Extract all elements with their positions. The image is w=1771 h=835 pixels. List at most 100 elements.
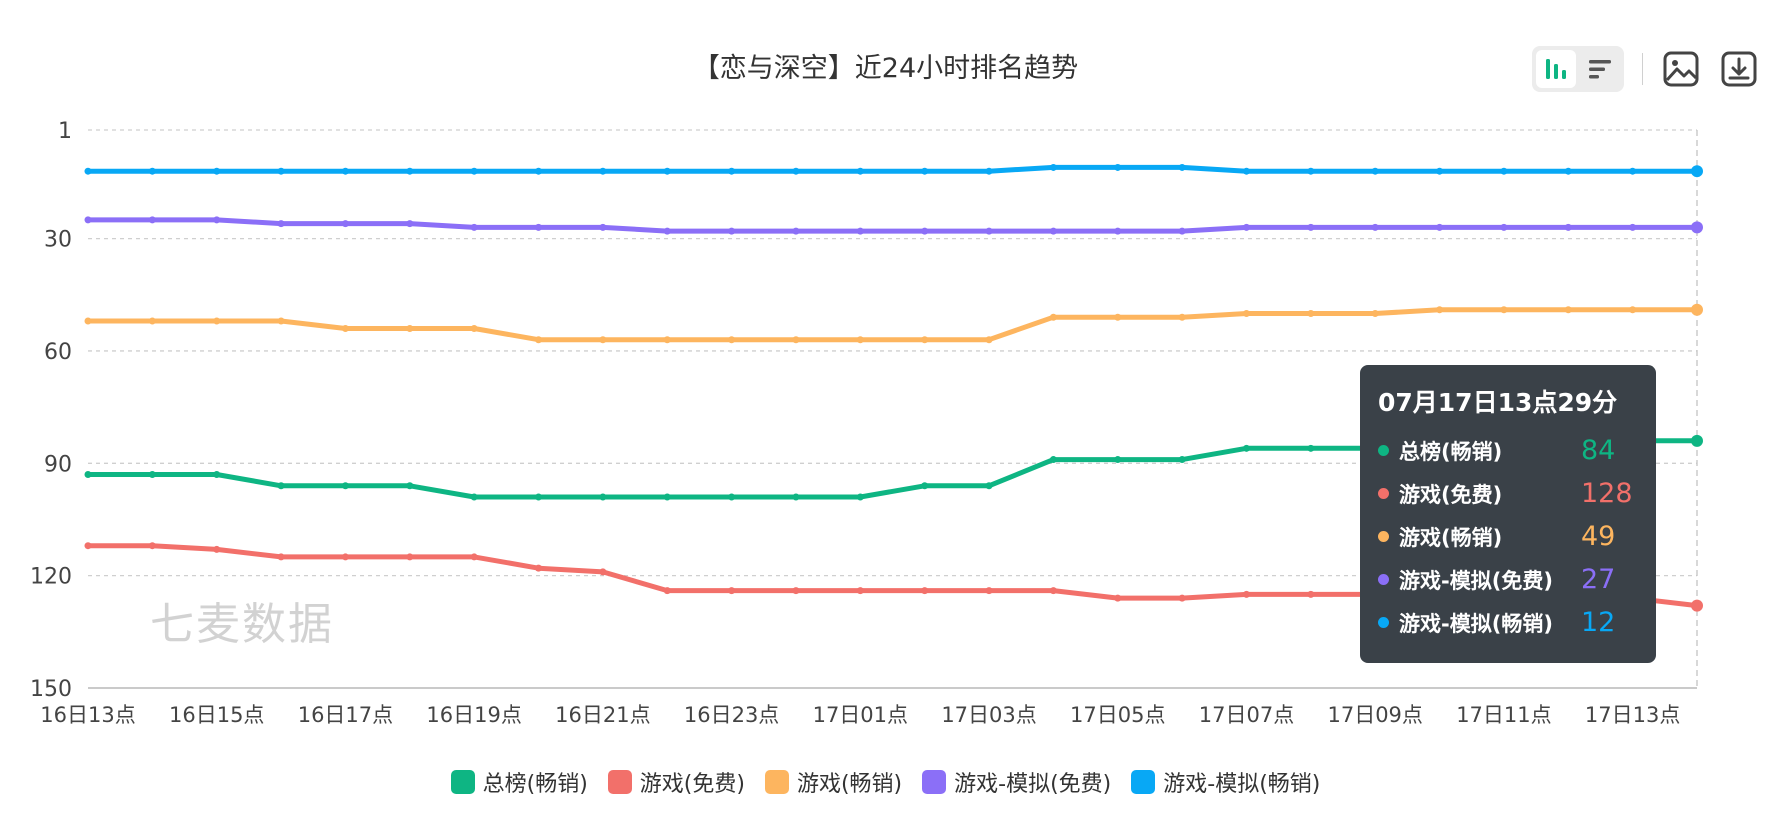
data-point: [1242, 223, 1250, 231]
tooltip-title: 07月17日13点29分: [1378, 388, 1618, 417]
data-point: [792, 167, 800, 175]
data-point: [599, 568, 607, 576]
legend-item[interactable]: 游戏(畅销): [764, 766, 903, 798]
data-point: [1307, 223, 1315, 231]
line-chart-button[interactable]: [1536, 50, 1576, 88]
data-point: [535, 493, 543, 501]
data-point: [1178, 456, 1186, 464]
data-point: [599, 167, 607, 175]
data-point: [1371, 167, 1379, 175]
data-point: [406, 167, 414, 175]
chart-type-toggle: [1532, 46, 1624, 92]
data-point: [341, 220, 349, 228]
data-point: [535, 336, 543, 344]
x-tick-label: 17日09点: [1327, 703, 1422, 727]
data-point: [535, 167, 543, 175]
data-point: [84, 542, 92, 550]
data-point: [148, 317, 156, 325]
chart-toolbar: [1532, 46, 1759, 92]
legend-item[interactable]: 总榜(畅销): [450, 766, 588, 798]
data-point: [985, 167, 993, 175]
data-point: [213, 216, 221, 224]
tooltip-series-value: 12: [1581, 607, 1616, 638]
data-point: [1114, 594, 1122, 602]
chart-tooltip: 07月17日13点29分 总榜(畅销) 84 游戏(免费) 128 游戏(畅销) 49 游戏…: [1360, 365, 1656, 663]
data-point: [470, 223, 478, 231]
data-point: [213, 167, 221, 175]
tooltip-series-name: 总榜(畅销): [1399, 439, 1503, 464]
legend-swatch: [607, 770, 632, 794]
data-point: [728, 493, 736, 501]
data-point: [148, 167, 156, 175]
legend-swatch: [922, 770, 947, 794]
data-point: [406, 324, 414, 332]
legend-item[interactable]: 游戏(免费): [607, 766, 745, 798]
legend-swatch: [1131, 770, 1156, 794]
legend-item[interactable]: 游戏-模拟(畅销): [1131, 766, 1320, 798]
data-point: [213, 545, 221, 553]
tooltip-series-value: 27: [1581, 564, 1616, 595]
data-point: [470, 553, 478, 561]
tooltip-row: 游戏-模拟(免费) 27: [1378, 558, 1638, 601]
tooltip-dot: [1378, 531, 1389, 542]
x-tick-label: 17日05点: [1070, 703, 1165, 727]
series-line: [85, 164, 1700, 174]
data-point: [148, 216, 156, 224]
data-point: [277, 553, 285, 561]
data-point: [470, 167, 478, 175]
data-point: [213, 317, 221, 325]
data-point: [856, 493, 864, 501]
data-point: [728, 227, 736, 235]
data-point: [856, 336, 864, 344]
data-point: [1500, 223, 1508, 231]
data-point: [663, 493, 671, 501]
data-point: [1371, 223, 1379, 231]
data-point: [985, 227, 993, 235]
y-tick-label: 30: [44, 228, 72, 253]
data-point: [1049, 587, 1057, 595]
data-point: [406, 482, 414, 490]
data-point: [1114, 227, 1122, 235]
y-tick-label: 150: [30, 677, 72, 702]
data-point: [1500, 306, 1508, 314]
data-point: [84, 317, 92, 325]
data-point: [1436, 167, 1444, 175]
data-point: [921, 227, 929, 235]
data-point: [406, 553, 414, 561]
data-point: [792, 587, 800, 595]
legend-label: 游戏(畅销): [796, 772, 903, 797]
tooltip-row: 游戏-模拟(畅销) 12: [1378, 601, 1638, 644]
data-point: [985, 587, 993, 595]
legend-swatch: [450, 770, 475, 794]
legend-label: 游戏-模拟(免费): [954, 772, 1112, 797]
data-point: [535, 564, 543, 572]
legend-item[interactable]: 游戏-模拟(免费): [922, 766, 1111, 798]
chart-title: 【恋与深空】近24小时排名趋势: [692, 53, 1079, 84]
data-point: [1371, 310, 1379, 318]
x-tick-label: 17日07点: [1199, 703, 1294, 727]
bar-list-button[interactable]: [1580, 50, 1620, 88]
data-point: [1691, 221, 1703, 234]
legend-label: 游戏-模拟(畅销): [1163, 772, 1321, 797]
x-tick-label: 16日13点: [40, 703, 135, 727]
data-point: [1629, 167, 1637, 175]
save-image-button[interactable]: [1661, 49, 1701, 89]
data-point: [213, 471, 221, 479]
data-point: [1114, 313, 1122, 321]
y-tick-label: 60: [44, 340, 72, 365]
data-point: [277, 167, 285, 175]
data-point: [1307, 310, 1315, 318]
data-point: [341, 324, 349, 332]
toolbar-divider: [1642, 53, 1643, 85]
download-button[interactable]: [1719, 49, 1759, 89]
data-point: [1242, 167, 1250, 175]
data-point: [985, 336, 993, 344]
data-point: [1500, 167, 1508, 175]
data-point: [341, 167, 349, 175]
data-point: [1178, 227, 1186, 235]
x-tick-label: 17日13点: [1585, 703, 1680, 727]
data-point: [535, 223, 543, 231]
data-point: [1436, 223, 1444, 231]
x-tick-label: 17日03点: [941, 703, 1036, 727]
data-point: [1564, 306, 1572, 314]
